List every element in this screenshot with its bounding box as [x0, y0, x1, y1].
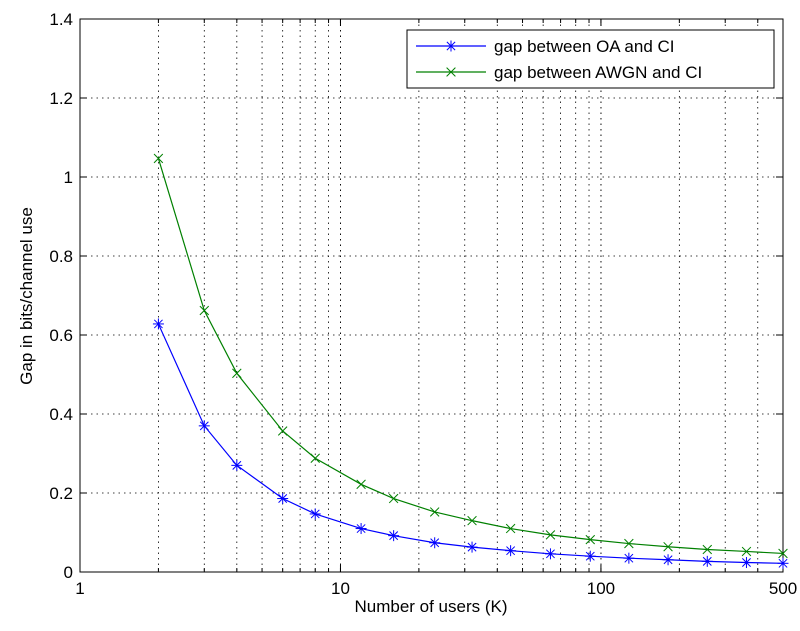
- y-tick-label: 1.2: [49, 89, 73, 108]
- y-tick-label: 1.4: [49, 10, 73, 29]
- series-2: [153, 153, 788, 559]
- legend: gap between OA and CI gap between AWGN an…: [406, 29, 775, 89]
- data-point: [310, 453, 320, 463]
- data-point: [467, 515, 477, 526]
- series-1: [152, 318, 789, 569]
- data-point: [740, 557, 752, 569]
- y-tick-label: 0: [64, 563, 73, 582]
- data-point: [356, 479, 366, 490]
- data-point: [277, 426, 288, 436]
- data-point: [277, 493, 289, 505]
- data-point: [309, 508, 321, 520]
- data-point: [778, 548, 788, 559]
- data-point: [702, 544, 713, 555]
- data-point: [545, 530, 556, 540]
- plot-area-frame: [79, 18, 784, 573]
- data-point: [429, 507, 440, 517]
- data-point: [232, 368, 242, 379]
- y-tick-label: 0.4: [49, 405, 73, 424]
- x-tick-label: 1: [75, 579, 84, 598]
- data-point: [777, 557, 789, 569]
- x-tick-label: 500: [769, 579, 797, 598]
- data-point: [429, 537, 441, 549]
- grid: [80, 19, 783, 572]
- legend-marker: [446, 67, 456, 77]
- data-point: [623, 552, 635, 564]
- data-point: [198, 420, 210, 432]
- data-point: [662, 554, 674, 566]
- legend-label: gap between OA and CI: [494, 37, 675, 56]
- legend-entry: gap between AWGN and CI: [416, 63, 702, 82]
- data-point: [388, 530, 400, 542]
- y-tick-label: 0.6: [49, 326, 73, 345]
- axis-ticks: 0 0.2 0.4 0.6 0.8 1 1.2 1.4 1 10 100 500: [49, 10, 797, 598]
- data-point: [466, 541, 478, 553]
- data-point: [584, 550, 596, 562]
- y-tick-label: 0.8: [49, 247, 73, 266]
- data-point: [505, 545, 517, 557]
- data-point: [355, 523, 367, 535]
- y-axis-label: Gap in bits/channel use: [17, 207, 36, 385]
- data-point: [199, 305, 210, 316]
- x-tick-label: 10: [331, 579, 350, 598]
- y-tick-label: 0.2: [49, 484, 73, 503]
- data-point: [701, 555, 713, 567]
- legend-entry: gap between OA and CI: [416, 37, 675, 56]
- data-point: [663, 541, 673, 552]
- data-point: [741, 546, 752, 557]
- x-axis-label: Number of users (K): [354, 597, 507, 616]
- data-point: [544, 548, 556, 560]
- data-point: [624, 538, 634, 549]
- x-tick-label: 100: [587, 579, 615, 598]
- data-point: [152, 318, 164, 330]
- data-point: [585, 534, 596, 545]
- legend-label: gap between AWGN and CI: [494, 63, 702, 82]
- data-point: [231, 459, 243, 471]
- data-point: [153, 153, 164, 164]
- data-point: [505, 523, 516, 534]
- legend-box: [406, 29, 775, 89]
- legend-marker: [445, 40, 457, 52]
- data-series: [152, 153, 789, 569]
- data-point: [388, 493, 399, 504]
- y-tick-label: 1: [64, 168, 73, 187]
